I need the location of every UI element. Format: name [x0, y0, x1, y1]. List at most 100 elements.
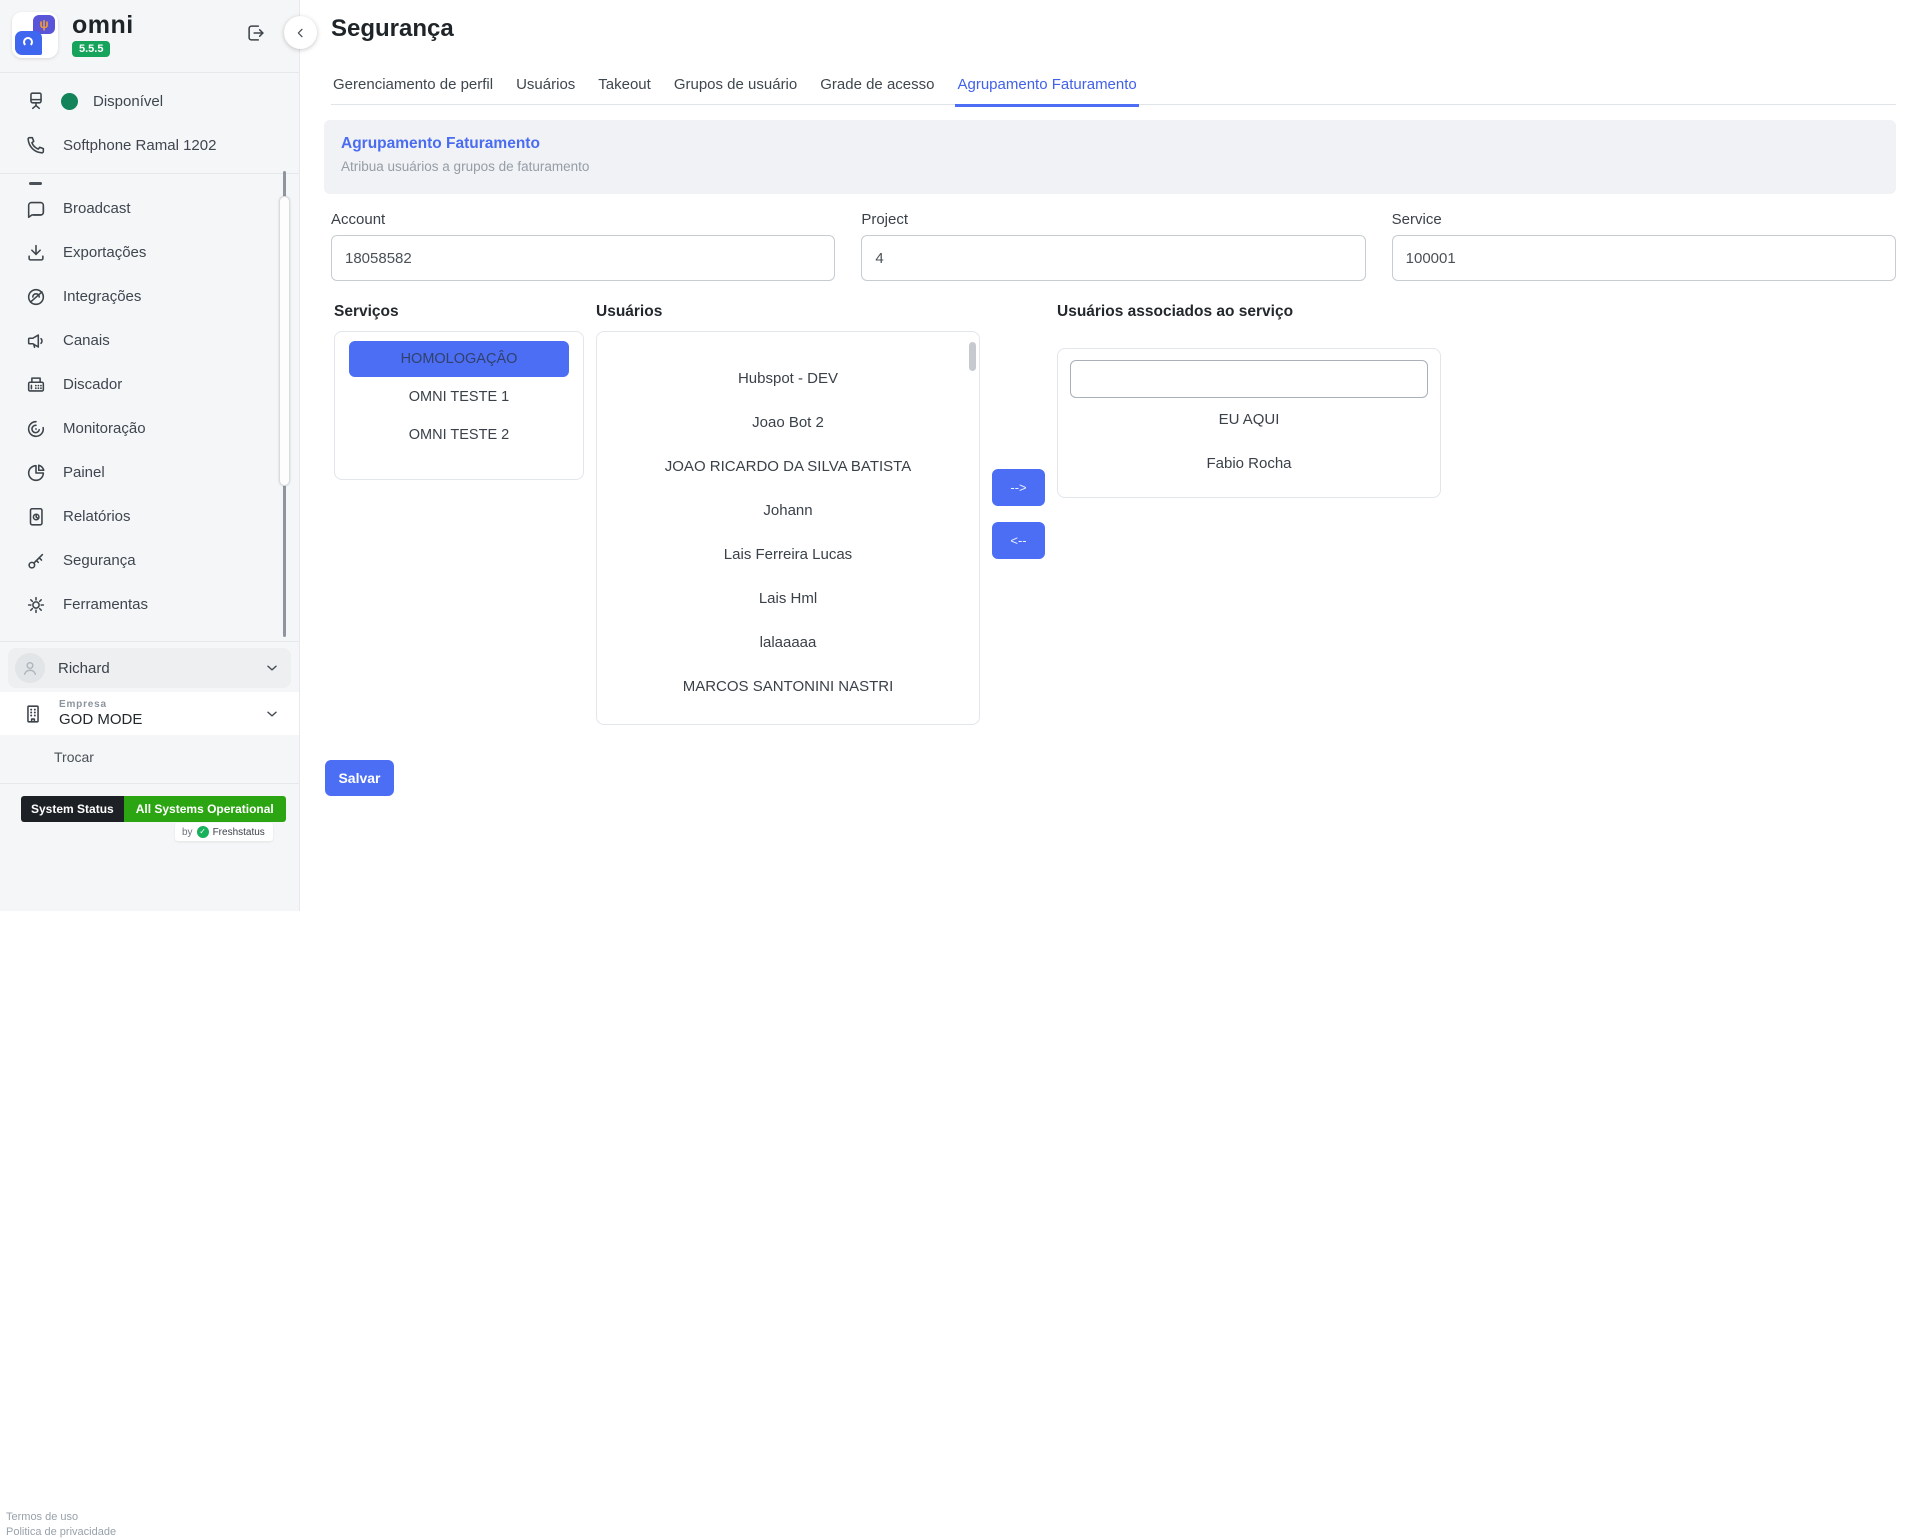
tab-agrupamento-faturamento[interactable]: Agrupamento Faturamento: [955, 67, 1139, 107]
company-selector[interactable]: Empresa GOD MODE: [0, 692, 299, 735]
sidebar-item-canais[interactable]: Canais: [0, 319, 299, 363]
sidebar-item-seguranca[interactable]: Segurança: [0, 539, 299, 583]
menu-label: Relatórios: [63, 508, 131, 525]
tab-gerenciamento-de-perfil[interactable]: Gerenciamento de perfil: [333, 76, 494, 93]
user-list-item[interactable]: Lais Hml: [758, 590, 818, 607]
service-item[interactable]: OMNI TESTE 2: [408, 427, 510, 443]
user-menu[interactable]: Richard: [8, 648, 291, 688]
availability-status[interactable]: Disponível: [0, 79, 299, 123]
service-item-selected[interactable]: HOMOLOGAÇÂO: [349, 341, 569, 377]
omni-logo-icon: ψ: [12, 12, 58, 58]
terms-link[interactable]: Termos de uso: [6, 1511, 79, 1523]
version-badge: 5.5.5: [72, 41, 111, 57]
menu-label: Segurança: [63, 552, 136, 569]
associated-users-title: Usuários associados ao serviço: [1057, 303, 1294, 320]
sidebar-scrollbar-thumb[interactable]: [279, 196, 290, 486]
tab-grupos-de-usuario[interactable]: Grupos de usuário: [673, 76, 798, 93]
logout-icon[interactable]: [245, 22, 267, 44]
services-list: HOMOLOGAÇÂO OMNI TESTE 1 OMNI TESTE 2: [334, 331, 584, 480]
move-right-button[interactable]: -->: [992, 469, 1045, 506]
associated-users-filter-input[interactable]: [1070, 360, 1428, 398]
assignment-panels: Serviços HOMOLOGAÇÂO OMNI TESTE 1 OMNI T…: [334, 303, 1894, 803]
service-item[interactable]: OMNI TESTE 1: [408, 389, 510, 405]
download-icon: [25, 242, 47, 264]
user-list-item[interactable]: Johann: [763, 502, 813, 519]
menu-label: Canais: [63, 332, 110, 349]
target-icon: [25, 418, 47, 440]
user-list-item[interactable]: Lais Ferreira Lucas: [723, 546, 853, 563]
save-button[interactable]: Salvar: [325, 760, 394, 796]
sidebar-item-broadcast[interactable]: Broadcast: [0, 187, 299, 231]
chevron-down-icon: [263, 659, 281, 677]
privacy-link[interactable]: Politica de privacidade: [6, 1526, 117, 1538]
user-list-item[interactable]: Joao Bot 2: [752, 414, 824, 431]
user-list-item[interactable]: Hubspot - DEV: [737, 370, 839, 387]
megaphone-icon: [25, 330, 47, 352]
menu-label: Ferramentas: [63, 596, 149, 613]
account-input[interactable]: [331, 235, 836, 281]
sidebar-item-discador[interactable]: Discador: [0, 363, 299, 407]
sidebar-header: ψ omni 5.5.5: [0, 0, 299, 66]
freshstatus-label: Freshstatus: [212, 826, 265, 838]
main-content: Segurança Gerenciamento de perfil Usuári…: [300, 0, 1920, 911]
divider: [0, 72, 299, 73]
system-status-badge[interactable]: System Status: [21, 796, 124, 822]
chat-bubble-icon: [25, 198, 47, 220]
menu-label: Painel: [63, 464, 105, 481]
project-label: Project: [861, 211, 909, 228]
gear-icon: [25, 594, 47, 616]
scrolled-item-sliver: [29, 182, 42, 185]
user-list-item[interactable]: JOAO RICARDO DA SILVA BATISTA: [664, 458, 912, 475]
key-icon: [25, 550, 47, 572]
sidebar-item-exportacoes[interactable]: Exportações: [0, 231, 299, 275]
phone-icon: [25, 134, 47, 156]
project-input[interactable]: [861, 235, 1366, 281]
system-status-widget: System Status All Systems Operational by…: [21, 796, 286, 841]
page-title: Segurança: [331, 15, 454, 42]
users-title: Usuários: [596, 303, 663, 320]
sidebar: ψ omni 5.5.5 Disponível Softphone Ramal …: [0, 0, 300, 1538]
divider: [0, 783, 299, 784]
switch-company-link[interactable]: Trocar: [54, 749, 94, 765]
sidebar-item-integracoes[interactable]: Integrações: [0, 275, 299, 319]
services-title: Serviços: [334, 303, 399, 320]
divider: [0, 173, 299, 174]
sidebar-footer: Richard Empresa GOD MODE Trocar System S…: [0, 641, 299, 1538]
tab-takeout[interactable]: Takeout: [598, 76, 651, 93]
menu-label: Integrações: [63, 288, 142, 305]
tab-grade-de-acesso[interactable]: Grade de acesso: [820, 76, 935, 93]
service-input[interactable]: [1391, 235, 1896, 281]
banner-subtitle: Atribua usuários a grupos de faturamento: [341, 159, 590, 174]
sidebar-collapse-button[interactable]: [284, 16, 317, 49]
sidebar-item-ferramentas[interactable]: Ferramentas: [0, 583, 299, 627]
tab-usuarios[interactable]: Usuários: [516, 76, 576, 93]
users-scrollbar-thumb[interactable]: [969, 342, 976, 371]
softphone-label: Softphone Ramal 1202: [63, 136, 217, 154]
menu-label: Broadcast: [63, 200, 131, 217]
menu-label: Monitoração: [63, 420, 146, 437]
app-title: omni: [72, 11, 134, 39]
report-icon: [25, 506, 47, 528]
user-list-item[interactable]: MARCOS SANTONINI NASTRI: [682, 678, 894, 695]
freshstatus-attribution[interactable]: by ✓ Freshstatus: [175, 823, 273, 841]
user-list-item[interactable]: lalaaaaa: [759, 634, 817, 651]
sidebar-item-painel[interactable]: Painel: [0, 451, 299, 495]
billing-form: Account Project Service: [331, 211, 1896, 281]
associated-user-item[interactable]: EU AQUI: [1218, 411, 1280, 428]
by-label: by: [182, 826, 193, 838]
status-label: Disponível: [93, 92, 164, 110]
softphone-row[interactable]: Softphone Ramal 1202: [0, 123, 299, 167]
move-left-button[interactable]: <--: [992, 522, 1045, 559]
sidebar-item-relatorios[interactable]: Relatórios: [0, 495, 299, 539]
user-name: Richard: [58, 659, 110, 677]
menu-label: Discador: [63, 376, 123, 393]
users-list: Hubspot - DEV Joao Bot 2 JOAO RICARDO DA…: [596, 331, 980, 725]
building-icon: [22, 703, 44, 725]
sidebar-item-monitoracao[interactable]: Monitoração: [0, 407, 299, 451]
divider: [0, 641, 299, 642]
sidebar-menu: Broadcast Exportações Integrações Canais…: [0, 180, 299, 652]
service-label: Service: [1391, 211, 1442, 228]
all-systems-operational-badge[interactable]: All Systems Operational: [123, 796, 286, 822]
associated-user-item[interactable]: Fabio Rocha: [1206, 455, 1292, 472]
logo-bubble-headset: [15, 31, 42, 55]
